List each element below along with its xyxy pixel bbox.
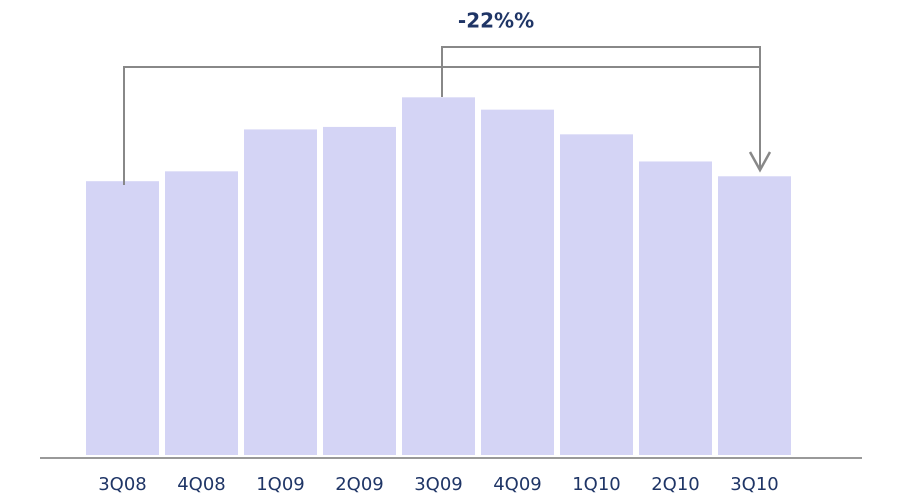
x-tick-label: 3Q08 (98, 474, 147, 495)
annotation: -22%% (458, 9, 534, 33)
bar (481, 109, 554, 456)
x-tick-label: 4Q08 (177, 474, 226, 495)
bar (560, 134, 633, 456)
bar (402, 97, 475, 455)
x-tick-label: 2Q09 (335, 474, 384, 495)
x-tick-label: 4Q09 (493, 474, 542, 495)
x-tick-label: 3Q10 (730, 474, 779, 495)
x-tick-label: 2Q10 (651, 474, 700, 495)
bar (165, 171, 238, 456)
bar (639, 161, 712, 455)
x-tick-label: 1Q10 (572, 474, 621, 495)
bar (86, 181, 159, 455)
x-tick-label: 1Q09 (256, 474, 305, 495)
bar (323, 126, 396, 455)
bar (244, 129, 317, 455)
x-tick-label: 3Q09 (414, 474, 463, 495)
bracket (441, 46, 761, 97)
arrow-head (748, 151, 772, 173)
bar (718, 176, 791, 455)
